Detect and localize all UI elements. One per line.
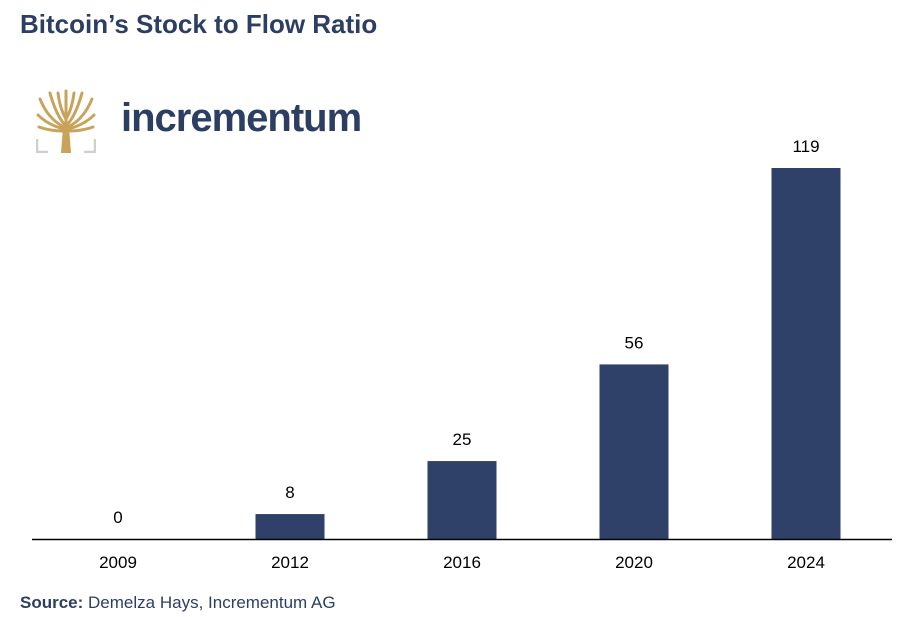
- data-label-2012: 8: [285, 483, 294, 502]
- data-label-2009: 0: [113, 508, 122, 527]
- bar-2020: [599, 364, 669, 539]
- x-tick-label-2024: 2024: [787, 553, 825, 572]
- data-label-2024: 119: [792, 137, 819, 156]
- x-tick-label-2009: 2009: [99, 553, 137, 572]
- bar-2016: [427, 461, 497, 539]
- source-label: Source:: [20, 593, 84, 612]
- x-tick-label-2020: 2020: [615, 553, 653, 572]
- bar-2012: [255, 514, 325, 539]
- chart-title: Bitcoin’s Stock to Flow Ratio: [20, 9, 378, 39]
- source-note: Source: Demelza Hays, Incrementum AG: [20, 593, 336, 613]
- tree-icon: [36, 89, 96, 153]
- data-label-2020: 56: [625, 333, 644, 352]
- brand-name: incrementum: [121, 96, 362, 140]
- data-label-2016: 25: [453, 430, 472, 449]
- bar-2024: [771, 168, 841, 539]
- x-tick-label-2012: 2012: [271, 553, 309, 572]
- x-tick-label-2016: 2016: [443, 553, 481, 572]
- source-text: Demelza Hays, Incrementum AG: [88, 593, 336, 612]
